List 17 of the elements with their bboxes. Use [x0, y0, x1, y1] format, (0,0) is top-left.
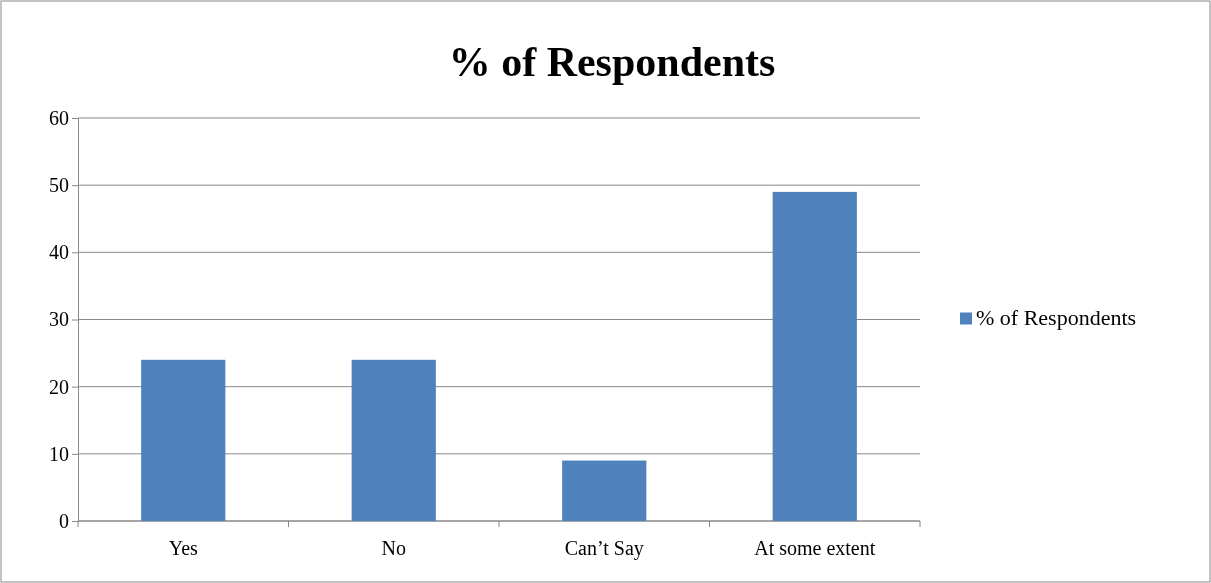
chart-title: % of Respondents [448, 39, 776, 85]
y-tick-label: 60 [49, 106, 69, 129]
y-tick-label: 0 [59, 509, 69, 532]
x-tick-label: At some extent [754, 537, 876, 559]
x-tick-label: No [381, 537, 406, 559]
y-tick-label: 40 [49, 241, 69, 264]
bar [772, 191, 857, 521]
bar [562, 460, 647, 521]
x-tick-label: Yes [168, 537, 199, 559]
legend-label: % of Respondents [976, 304, 1137, 330]
x-tick-label: Can’t Say [564, 537, 644, 560]
y-tick-label: 10 [49, 442, 69, 465]
y-tick-label: 50 [49, 174, 69, 197]
y-tick-label: 30 [49, 308, 69, 331]
bar [351, 359, 436, 521]
bar [141, 359, 226, 521]
y-tick-label: 20 [49, 375, 69, 398]
